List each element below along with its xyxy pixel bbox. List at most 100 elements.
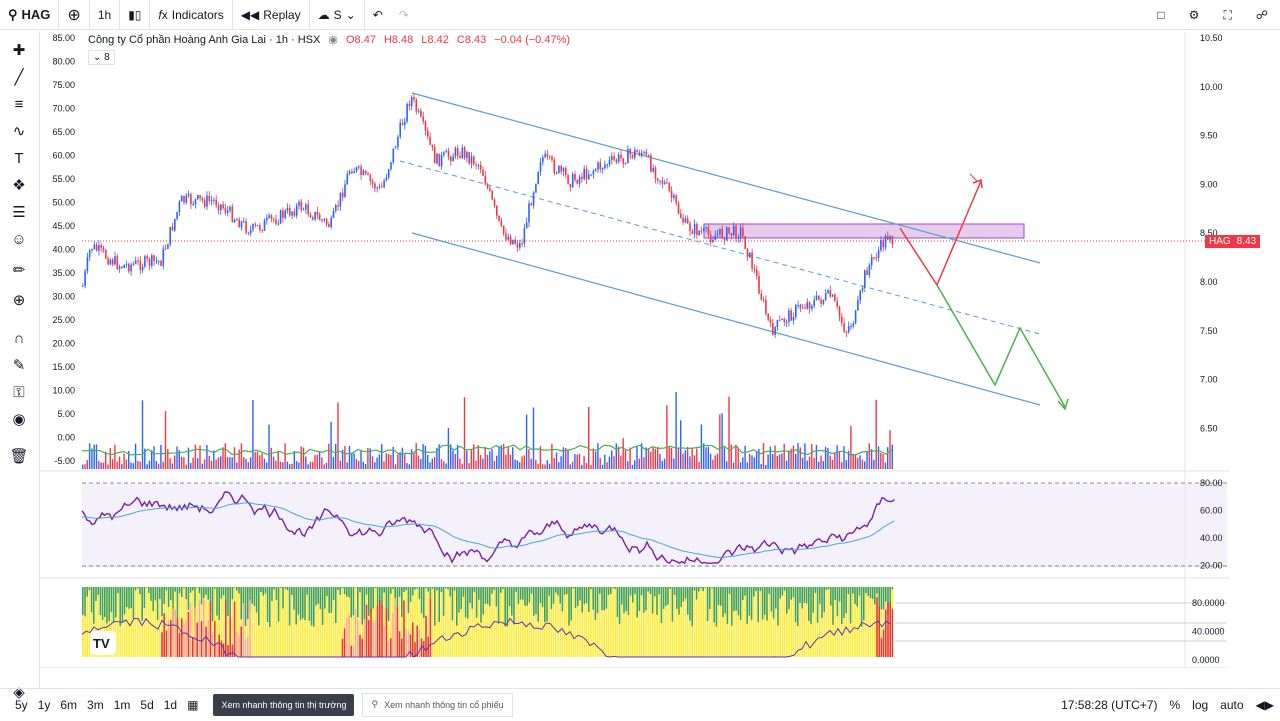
osc-bar-yellow: [570, 620, 572, 657]
osc-bar-green: [720, 587, 722, 606]
candle-body: [611, 156, 613, 160]
channel-lower-line[interactable]: [411, 232, 1041, 406]
emoji-icon[interactable]: ☺: [11, 230, 27, 248]
osc-bar-yellow: [317, 603, 319, 657]
candle-body: [831, 294, 834, 297]
chart-type-button[interactable]: ▮▯: [120, 0, 151, 30]
range-1m[interactable]: 1m: [113, 697, 131, 712]
channel-upper-line[interactable]: [411, 92, 1041, 264]
range-3m[interactable]: 3m: [87, 697, 104, 712]
symbol-search[interactable]: ⚲ HAG: [0, 0, 60, 30]
candle-body: [406, 103, 408, 122]
cloud-save-button[interactable]: ☁ S ⌄: [310, 0, 365, 30]
volume-bar: [693, 455, 696, 469]
layout-button[interactable]: □: [1145, 0, 1176, 30]
clock[interactable]: 17:58:28 (UTC+7): [1061, 698, 1158, 712]
osc-bar-yellow: [711, 587, 713, 657]
eye-toggle-icon[interactable]: ◉: [328, 34, 338, 46]
range-5d[interactable]: 5d: [140, 697, 154, 712]
lock-icon[interactable]: ⚿: [13, 383, 25, 401]
candle-body: [838, 306, 841, 317]
osc-bar-yellow: [561, 611, 564, 657]
candle-body: [229, 206, 231, 211]
zoom-icon[interactable]: ⊕: [12, 292, 26, 309]
fib-icon[interactable]: ≡: [14, 95, 24, 113]
trash-icon[interactable]: 🗑: [9, 448, 29, 465]
osc-bar-green: [724, 587, 726, 614]
candle-body: [758, 275, 760, 294]
channel-mid-line[interactable]: [399, 160, 1041, 335]
osc-bar-green: [808, 587, 810, 621]
volume-bar: [746, 462, 749, 469]
indicator-count-toggle[interactable]: ⌄ 8: [88, 50, 115, 65]
osc-bar-yellow: [519, 599, 522, 657]
osc-bar-green: [123, 587, 126, 615]
osc-bar-yellow: [731, 625, 733, 657]
volume-bar: [302, 447, 305, 469]
market-overview-button[interactable]: Xem nhanh thông tin thị trường: [213, 693, 355, 716]
pencil-lock-icon[interactable]: ✎: [12, 357, 26, 374]
calendar-icon[interactable]: ▦: [187, 697, 199, 712]
volume-bar: [762, 443, 765, 469]
osc-bar-yellow: [414, 589, 416, 657]
osc-bar-yellow: [84, 616, 86, 657]
osc-bar-yellow: [759, 591, 762, 657]
node-icon[interactable]: ❖: [12, 177, 26, 194]
osc-bar-yellow: [535, 614, 537, 657]
osc-bar-green: [423, 587, 425, 618]
candle-body: [850, 326, 852, 328]
range-1d[interactable]: 1d: [163, 697, 178, 712]
trendline-icon[interactable]: ╱: [14, 69, 24, 86]
eye-icon[interactable]: ◉: [12, 411, 26, 428]
osc-bar-yellow: [495, 606, 498, 657]
volume-bar: [870, 449, 873, 469]
osc-bar-red: [198, 600, 201, 657]
osc-bar-green: [777, 587, 779, 626]
scroll-arrows-icon[interactable]: ◀▶: [1255, 698, 1274, 712]
percent-toggle[interactable]: %: [1169, 698, 1181, 712]
osc-bar-yellow: [515, 591, 517, 657]
osc-bar-green: [852, 587, 854, 594]
fullscreen-button[interactable]: ⛶: [1211, 0, 1243, 30]
candle-body: [197, 195, 199, 200]
crosshair-icon[interactable]: ✚: [12, 42, 26, 59]
candle-body: [505, 233, 507, 240]
interval-button[interactable]: 1h: [90, 0, 121, 30]
candle-body: [620, 154, 622, 159]
chart-canvas[interactable]: TV 85.0080.0075.0070.0065.0060.0055.0050…: [40, 31, 1230, 668]
text-icon[interactable]: T: [14, 149, 24, 167]
indicators-button[interactable]: fx Indicators: [150, 0, 233, 30]
candle-body: [574, 174, 576, 181]
candle-body: [293, 211, 296, 216]
volume-axis-label: 70.00: [52, 104, 75, 114]
magnet-icon[interactable]: ∩: [13, 329, 25, 347]
undo-button[interactable]: ↶: [365, 0, 391, 30]
bearish-projection[interactable]: [936, 284, 1066, 408]
sliders-icon[interactable]: ☰: [12, 204, 26, 221]
pattern-icon[interactable]: ∿: [12, 123, 26, 140]
log-toggle[interactable]: log: [1192, 698, 1209, 712]
range-5y[interactable]: 5y: [15, 697, 28, 712]
settings-button[interactable]: ⚙: [1177, 0, 1212, 30]
volume-bar: [571, 461, 574, 469]
add-symbol-button[interactable]: ⊕: [59, 0, 90, 30]
share-button[interactable]: ☍: [1244, 0, 1280, 30]
candle-body: [891, 236, 894, 245]
osc-bar-green: [819, 587, 821, 604]
replay-button[interactable]: ◀◀ Replay: [233, 0, 310, 30]
candle-body: [606, 164, 608, 166]
stock-search-input[interactable]: ⚲ Xem nhanh thông tin cổ phiếu: [362, 692, 513, 717]
layers-icon[interactable]: ◈: [13, 684, 25, 701]
osc-bar-yellow: [794, 622, 797, 657]
ruler-icon[interactable]: ✏: [12, 262, 26, 279]
redo-button[interactable]: ↷: [391, 0, 417, 30]
osc-bar-yellow: [761, 619, 764, 657]
volume-bar: [811, 444, 813, 469]
range-6m[interactable]: 6m: [60, 697, 78, 712]
resistance-zone[interactable]: [703, 223, 1025, 239]
range-1y[interactable]: 1y: [37, 697, 51, 712]
candle-body: [659, 180, 661, 182]
candle-body: [749, 252, 751, 258]
osc-bar-yellow: [196, 587, 198, 657]
auto-toggle[interactable]: auto: [1220, 698, 1244, 712]
